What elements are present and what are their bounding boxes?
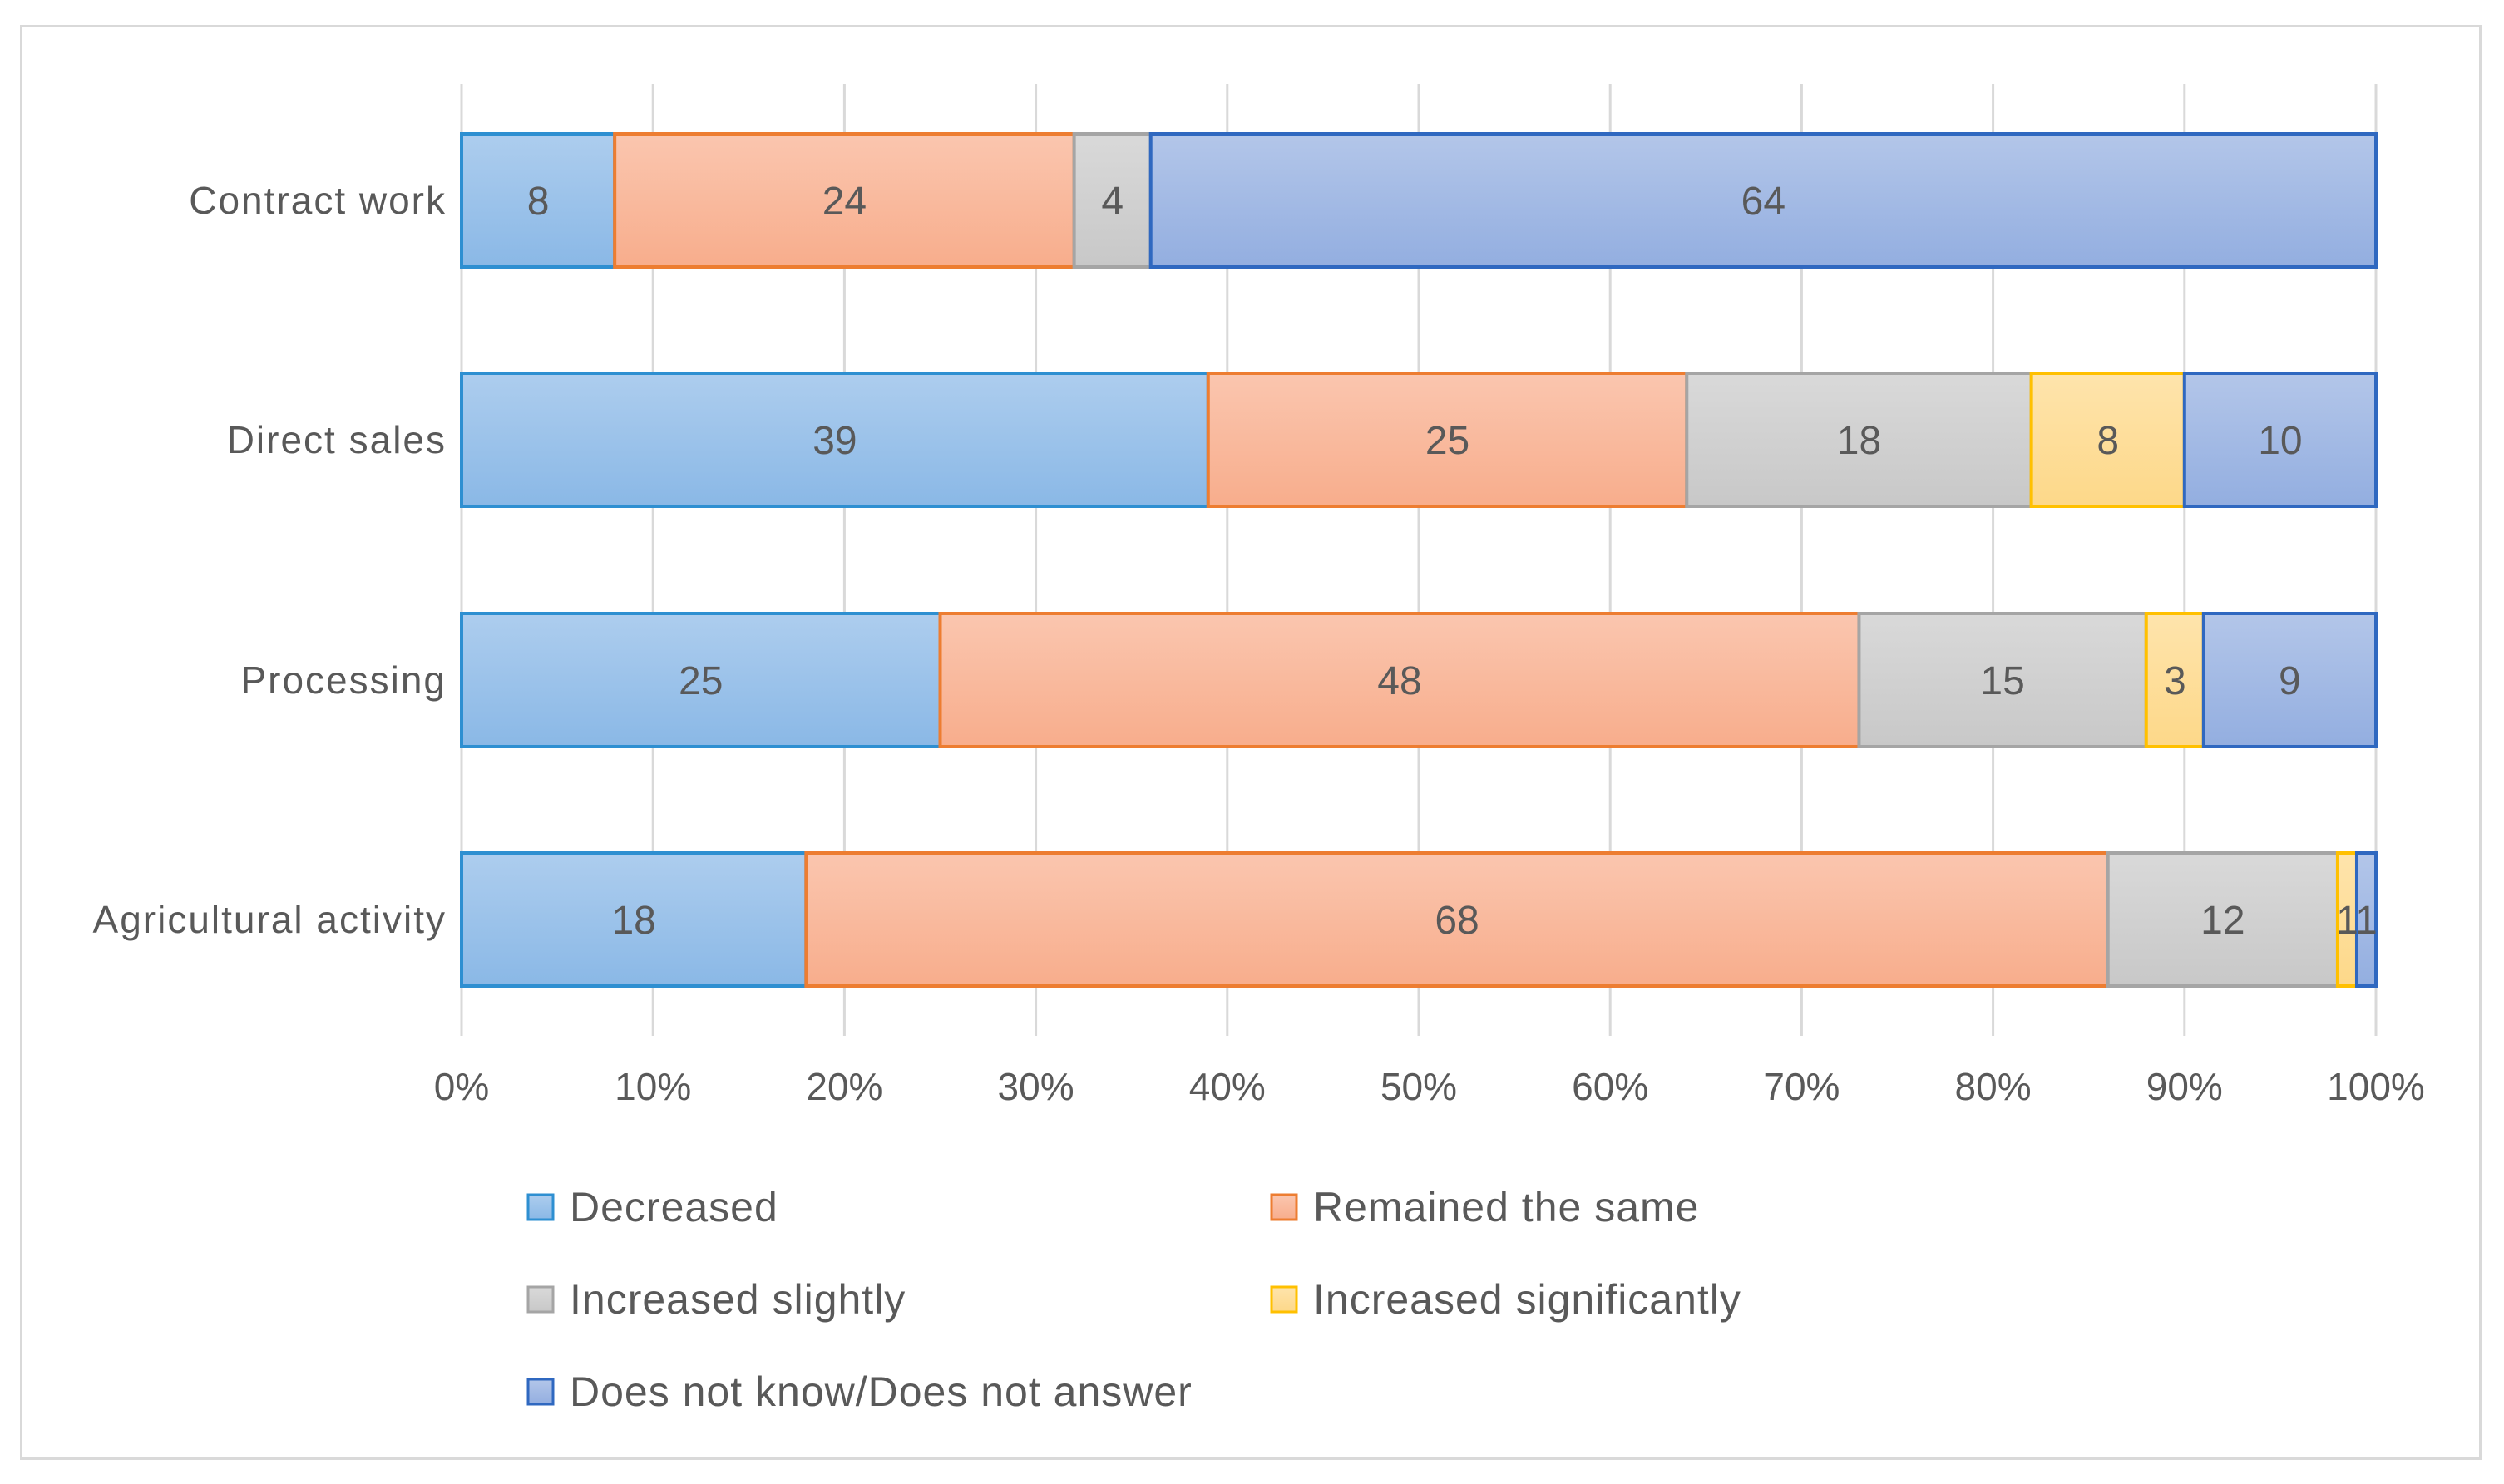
category-label-agricultural-activity: Agricultural activity xyxy=(93,898,447,941)
legend-swatch-increased-slightly xyxy=(526,1285,555,1314)
data-label-direct-sales-increased-slightly: 18 xyxy=(1837,419,1881,463)
tick-label-10: 10% xyxy=(615,1065,691,1108)
tick-label-90: 90% xyxy=(2146,1065,2223,1108)
bar-processing-does-not-know-does-not-answer xyxy=(2201,612,2378,748)
tick-label-100: 100% xyxy=(2327,1065,2425,1108)
category-label-contract-work: Contract work xyxy=(189,179,447,222)
tick-label-30: 30% xyxy=(998,1065,1074,1108)
tick-label-60: 60% xyxy=(1572,1065,1648,1108)
category-axis: Contract work Direct sales Processing Agric… xyxy=(93,179,447,941)
bar-agricultural-activity-decreased xyxy=(460,851,808,988)
legend-swatch-remained-the-same xyxy=(1270,1193,1298,1221)
tick-label-0: 0% xyxy=(434,1065,489,1108)
tick-label-40: 40% xyxy=(1189,1065,1266,1108)
legend-swatch-does-not-know-does-not-answer xyxy=(526,1378,555,1406)
data-label-contract-work-remained-the-same: 24 xyxy=(822,180,867,224)
data-label-contract-work-does-not-know-does-not-answer: 64 xyxy=(1741,180,1785,224)
bar-direct-sales-remained-the-same xyxy=(1206,372,1689,508)
data-label-agricultural-activity-does-not-know-does-not-answer: 1 xyxy=(2355,899,2378,943)
data-label-contract-work-increased-slightly: 4 xyxy=(1101,180,1124,224)
legend-label-increased-slightly: Increased slightly xyxy=(570,1276,906,1323)
data-label-direct-sales-decreased: 39 xyxy=(812,419,857,463)
bar-processing-increased-significantly xyxy=(2144,612,2205,748)
bar-direct-sales-increased-slightly xyxy=(1685,372,2033,508)
legend-item-increased-slightly: Increased slightly xyxy=(526,1276,906,1323)
data-label-processing-increased-significantly: 3 xyxy=(2164,659,2186,703)
data-label-agricultural-activity-increased-significantly: 1 xyxy=(2336,899,2358,943)
category-label-processing: Processing xyxy=(240,658,447,702)
tick-label-80: 80% xyxy=(1955,1065,2032,1108)
bar-direct-sales-does-not-know-does-not-answer xyxy=(2182,372,2378,508)
value-axis: 0% 10% 20% 30% 40% 50% 60% 70% 80% 90% 100% xyxy=(434,1065,2425,1108)
data-label-agricultural-activity-remained-the-same: 68 xyxy=(1435,899,1479,943)
legend-label-does-not-know-does-not-answer: Does not know/Does not answer xyxy=(570,1368,1193,1415)
data-label-processing-does-not-know-does-not-answer: 9 xyxy=(2279,659,2301,703)
bar-agricultural-activity-increased-slightly xyxy=(2106,851,2339,988)
legend-item-does-not-know-does-not-answer: Does not know/Does not answer xyxy=(526,1368,1193,1415)
legend-label-remained-the-same: Remained the same xyxy=(1313,1184,1699,1230)
data-label-processing-remained-the-same: 48 xyxy=(1377,659,1421,703)
bar-agricultural-activity-remained-the-same xyxy=(804,851,2110,988)
bar-processing-decreased xyxy=(460,612,942,748)
data-label-agricultural-activity-increased-slightly: 12 xyxy=(2200,899,2245,943)
data-label-contract-work-decreased: 8 xyxy=(527,180,550,224)
data-label-direct-sales-does-not-know-does-not-answer: 10 xyxy=(2258,419,2302,463)
bar-contract-work-decreased xyxy=(460,132,617,269)
legend: Decreased Remained the same Increased slig… xyxy=(526,1184,1741,1415)
data-label-processing-increased-slightly: 15 xyxy=(1980,659,2024,703)
data-label-direct-sales-remained-the-same: 25 xyxy=(1425,419,1469,463)
bar-processing-remained-the-same xyxy=(938,612,1861,748)
bar-agricultural-activity-does-not-know-does-not-answer xyxy=(2354,851,2378,988)
tick-label-50: 50% xyxy=(1380,1065,1457,1108)
data-label-direct-sales-increased-significantly: 8 xyxy=(2097,419,2119,463)
legend-item-increased-significantly: Increased significantly xyxy=(1270,1276,1741,1323)
tick-label-70: 70% xyxy=(1763,1065,1840,1108)
bar-contract-work-does-not-know-does-not-answer xyxy=(1148,132,2378,269)
bar-processing-increased-slightly xyxy=(1857,612,2148,748)
legend-item-remained-the-same: Remained the same xyxy=(1270,1184,1699,1230)
data-label-processing-decreased: 25 xyxy=(679,659,723,703)
data-label-agricultural-activity-decreased: 18 xyxy=(611,899,655,943)
bar-contract-work-remained-the-same xyxy=(613,132,1076,269)
tick-label-20: 20% xyxy=(806,1065,882,1108)
legend-label-decreased: Decreased xyxy=(570,1184,778,1230)
bars xyxy=(460,132,2378,988)
category-label-direct-sales: Direct sales xyxy=(227,418,447,461)
bar-direct-sales-decreased xyxy=(460,372,1210,508)
legend-item-decreased: Decreased xyxy=(526,1184,778,1230)
legend-swatch-decreased xyxy=(526,1193,555,1221)
legend-swatch-increased-significantly xyxy=(1270,1285,1298,1314)
chart-frame: 8 24 4 64 39 25 18 8 10 25 48 15 3 9 18 68 12 1 1 Contract… xyxy=(20,25,2482,1460)
legend-label-increased-significantly: Increased significantly xyxy=(1313,1276,1741,1323)
